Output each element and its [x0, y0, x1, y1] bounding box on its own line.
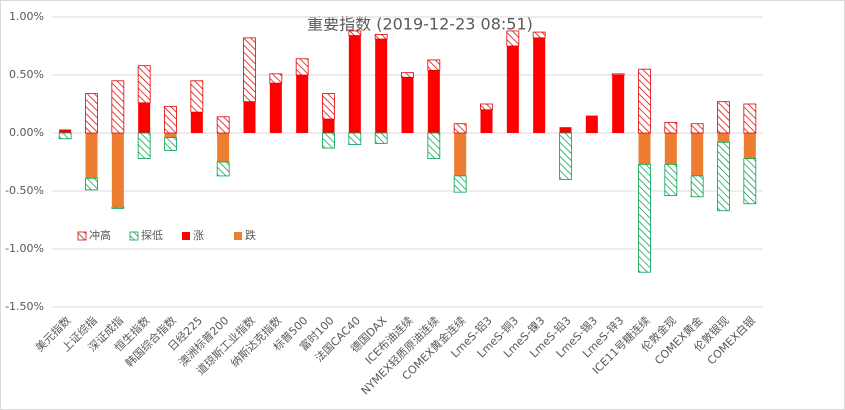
bar-segment [190, 80, 204, 113]
chart-title: 重要指数 (2019-12-23 08:51) [307, 15, 533, 34]
bar-segment [638, 163, 651, 273]
bar-segment [743, 103, 757, 134]
bar-segment [691, 133, 704, 176]
bar-segment [295, 58, 309, 76]
bar-segment [243, 101, 256, 133]
y-tick-label: -1.50% [5, 300, 44, 313]
bar-segment [717, 141, 730, 212]
bar-segment [454, 133, 467, 176]
bar-segment [585, 115, 598, 133]
bar-segment [611, 73, 625, 76]
y-tick-label: -1.00% [5, 242, 44, 255]
bar-segment [59, 129, 72, 133]
bar-segment [690, 123, 704, 134]
bar-segment [506, 46, 519, 133]
bar-segment [216, 161, 230, 177]
bar-segment [717, 133, 730, 143]
legend-label: 冲高 [89, 228, 111, 242]
bar-segment [348, 30, 362, 36]
bar-segment [453, 175, 467, 193]
bar-segment [401, 72, 414, 78]
bar-segment [164, 137, 177, 151]
bar-segment [664, 133, 677, 165]
bar-segment [559, 127, 572, 133]
legend-swatch [182, 232, 190, 240]
y-tick-label: 0.00% [9, 126, 44, 139]
bar-segment [190, 112, 203, 133]
legend-swatch [77, 231, 87, 241]
bar-segment [269, 83, 282, 133]
bar-segment [296, 75, 309, 133]
y-tick-label: -0.50% [5, 184, 44, 197]
bar-segment [427, 59, 441, 71]
bar-segment [638, 133, 651, 165]
bar-segment [137, 65, 151, 104]
legend-swatch [129, 231, 139, 241]
bar-segment [216, 116, 230, 134]
y-tick-label: 0.50% [9, 68, 44, 81]
bar-segment [243, 37, 256, 103]
bar-segment [375, 39, 388, 133]
legend-label: 探低 [141, 229, 163, 242]
bar-segment [690, 175, 704, 198]
bar-segment [217, 133, 230, 162]
bar-segment [269, 73, 283, 84]
legend-label: 跌 [245, 228, 256, 242]
bar-segment [322, 119, 335, 133]
bar-segment [322, 93, 335, 120]
bar-segment [532, 31, 546, 39]
bar-segment [743, 158, 757, 205]
bar-segment [480, 109, 493, 133]
bar-segment [374, 34, 388, 40]
bar-segment [506, 30, 520, 47]
bar-segment [559, 132, 572, 180]
bar-segment [58, 132, 72, 140]
y-tick-label: 1.00% [9, 10, 44, 23]
bar-segment [111, 133, 124, 208]
bar-segment [453, 123, 467, 134]
bar-segment [348, 132, 362, 146]
bar-segment [612, 75, 625, 133]
bar-segment [401, 77, 414, 133]
bar-segment [664, 163, 678, 197]
bar-segment [85, 93, 98, 134]
bar-segment [664, 122, 678, 134]
bar-segment [85, 133, 98, 179]
bar-segment [137, 132, 151, 159]
bar-segment [138, 102, 151, 133]
bar-segment [348, 35, 361, 134]
bar-segment [638, 68, 651, 134]
bar-segment [164, 105, 177, 134]
bar-segment [427, 132, 441, 159]
bar-segment [717, 101, 730, 134]
bar-segment [85, 177, 98, 191]
bar-segment [322, 132, 335, 149]
bar-segment [111, 206, 125, 209]
bar-segment [164, 133, 177, 138]
bar-segment [111, 80, 125, 134]
bar-segment [374, 132, 388, 144]
legend-label: 涨 [193, 229, 204, 242]
bar-segment [533, 37, 546, 133]
legend-swatch [234, 232, 242, 240]
bar-segment [743, 133, 756, 159]
bar-segment [427, 70, 440, 133]
bar-segment [480, 103, 493, 111]
